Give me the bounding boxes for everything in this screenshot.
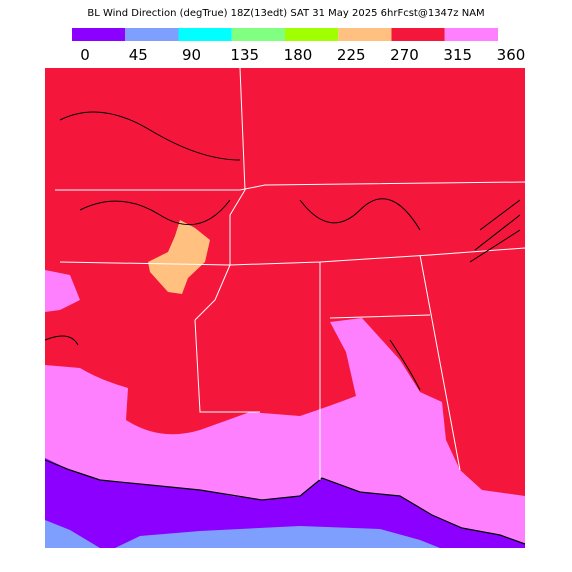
legend-swatch (178, 28, 232, 41)
legend-swatch (285, 28, 339, 41)
orange-region (148, 220, 210, 294)
legend-tick-label: 135 (230, 46, 259, 64)
legend-tick-label: 315 (443, 46, 472, 64)
legend-swatch (231, 28, 285, 41)
map (44, 67, 526, 548)
map-title: BL Wind Direction (degTrue) 18Z(13edt) S… (87, 8, 484, 19)
legend-swatch (72, 28, 126, 41)
legend-tick-label: 225 (337, 46, 366, 64)
color-legend: 0 45 90 135 180 225 270 315 360 (72, 28, 525, 64)
legend-tick-label: 90 (182, 46, 201, 64)
legend-swatch (338, 28, 392, 41)
purple-region (45, 458, 525, 548)
legend-swatch (125, 28, 179, 41)
blue-region (115, 526, 440, 548)
legend-tick-label: 180 (284, 46, 313, 64)
blue-region (45, 520, 100, 548)
contour-lines (44, 111, 521, 391)
legend-swatch (391, 28, 445, 41)
legend-tick-label: 360 (497, 46, 526, 64)
state-borders (55, 67, 526, 480)
coastline (44, 459, 526, 545)
legend-tick-label: 0 (80, 46, 90, 64)
legend-tick-label: 270 (390, 46, 419, 64)
legend-tick-label: 45 (129, 46, 148, 64)
legend-swatch (444, 28, 498, 41)
pink-region (45, 270, 80, 312)
